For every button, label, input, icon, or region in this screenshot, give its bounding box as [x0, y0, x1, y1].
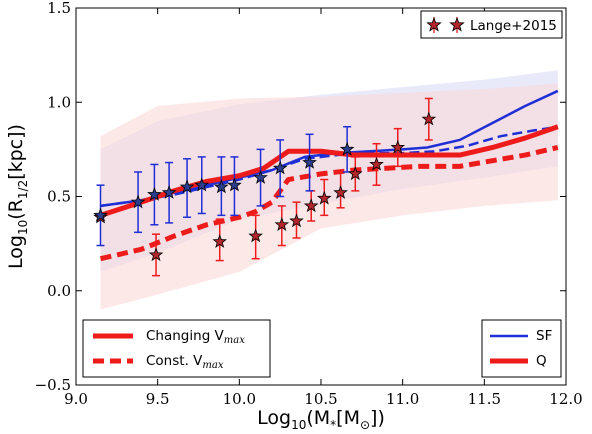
star-q-12	[421, 111, 437, 126]
y-tick-label: 1.0	[47, 93, 71, 111]
x-axis-title-pre: Log	[257, 407, 291, 429]
star-sf-4	[179, 179, 195, 194]
star-q-11	[390, 139, 406, 154]
line-q-dashed	[99, 145, 559, 262]
y-axis-title-sub1: 10	[16, 220, 30, 235]
x-tick-label: 10.5	[304, 390, 337, 408]
x-axis-title-sub1: 10	[291, 418, 306, 432]
star-q-9	[348, 166, 363, 181]
star-q-6	[303, 198, 319, 213]
star-sf-1	[130, 194, 146, 209]
y-axis-title-sub2: 1/2	[16, 180, 30, 199]
legend-lange-box	[420, 10, 563, 39]
y-axis-title-pre: Log	[5, 235, 27, 269]
legend-changing-vmax-label: Changing Vmax	[146, 328, 245, 346]
star-q-8	[333, 185, 348, 199]
star-sf-0	[93, 207, 108, 222]
legend-lange-star-1	[426, 16, 442, 32]
star-q-5	[289, 213, 304, 228]
star-q-10	[369, 156, 384, 171]
legend-lange-label: Lange+2015	[470, 18, 557, 34]
observation-stars	[93, 111, 437, 262]
star-sf-10	[302, 154, 317, 169]
legend-population: SF Q	[481, 319, 562, 378]
y-tick-label: 0.0	[47, 282, 71, 300]
star-q-3	[248, 228, 263, 243]
x-axis-title-post: ])	[370, 407, 385, 429]
star-sf-9	[272, 160, 288, 175]
star-sf-7	[227, 177, 242, 192]
star-q-2	[212, 234, 228, 248]
legend-lange-star-2	[449, 16, 465, 32]
x-tick-label: 11.0	[386, 390, 419, 408]
legend-line-style: Changing Vmax Const. Vmax	[82, 319, 271, 378]
legend-population-box	[481, 319, 562, 378]
legend-const-vmax-text: Const. V	[146, 353, 203, 369]
x-tick-label: 9.0	[64, 390, 88, 408]
star-q-4	[274, 217, 290, 231]
legend-const-vmax-label: Const. Vmax	[146, 353, 224, 371]
y-axis-title-mid: (R	[5, 199, 27, 220]
axis-tick-labels: 9.0 9.5 10.0 10.5 11.0 11.5 12.0 −0.5 0.0 0.5 1.0 1…	[35, 0, 583, 408]
legend-q-label: Q	[536, 353, 547, 369]
y-tick-label: −0.5	[35, 376, 71, 394]
x-axis-title-sub2: *	[330, 418, 336, 432]
y-tick-label: 1.5	[47, 0, 71, 17]
star-sf-6	[214, 179, 229, 194]
star-sf-2	[147, 186, 162, 201]
x-tick-label: 9.5	[146, 390, 170, 408]
legend-line-style-box	[82, 319, 271, 378]
y-tick-label: 0.5	[47, 188, 71, 206]
y-axis-title: Log10(R1/2[kpc])	[5, 124, 30, 269]
x-axis-title-sub3: ⊙	[360, 418, 370, 432]
errorbars	[96, 97, 433, 277]
star-sf-8	[253, 169, 268, 184]
legend-changing-vmax-text: Changing V	[146, 328, 225, 344]
star-q-1	[148, 247, 164, 262]
legend-changing-vmax-sub: max	[224, 335, 245, 346]
x-axis-title-mid: (M	[306, 407, 330, 429]
x-tick-label: 12.0	[549, 390, 582, 408]
x-tick-label: 11.5	[468, 390, 501, 408]
x-axis-title: Log10(M*[M⊙])	[257, 407, 385, 432]
legend-const-vmax-sub: max	[202, 360, 223, 371]
legend-sf-label: SF	[536, 328, 552, 344]
x-tick-label: 10.0	[223, 390, 256, 408]
legend-lange-markers	[426, 16, 465, 33]
legend-lange: Lange+2015	[420, 10, 563, 39]
star-sf-3	[161, 185, 177, 199]
axis-ticks	[75, 7, 567, 386]
x-axis-title-mid2: [M	[336, 407, 360, 429]
star-sf-5	[194, 177, 210, 192]
y-axis-title-post: [kpc])	[5, 124, 27, 180]
star-sf-11	[339, 141, 355, 156]
star-q-7	[316, 190, 332, 205]
